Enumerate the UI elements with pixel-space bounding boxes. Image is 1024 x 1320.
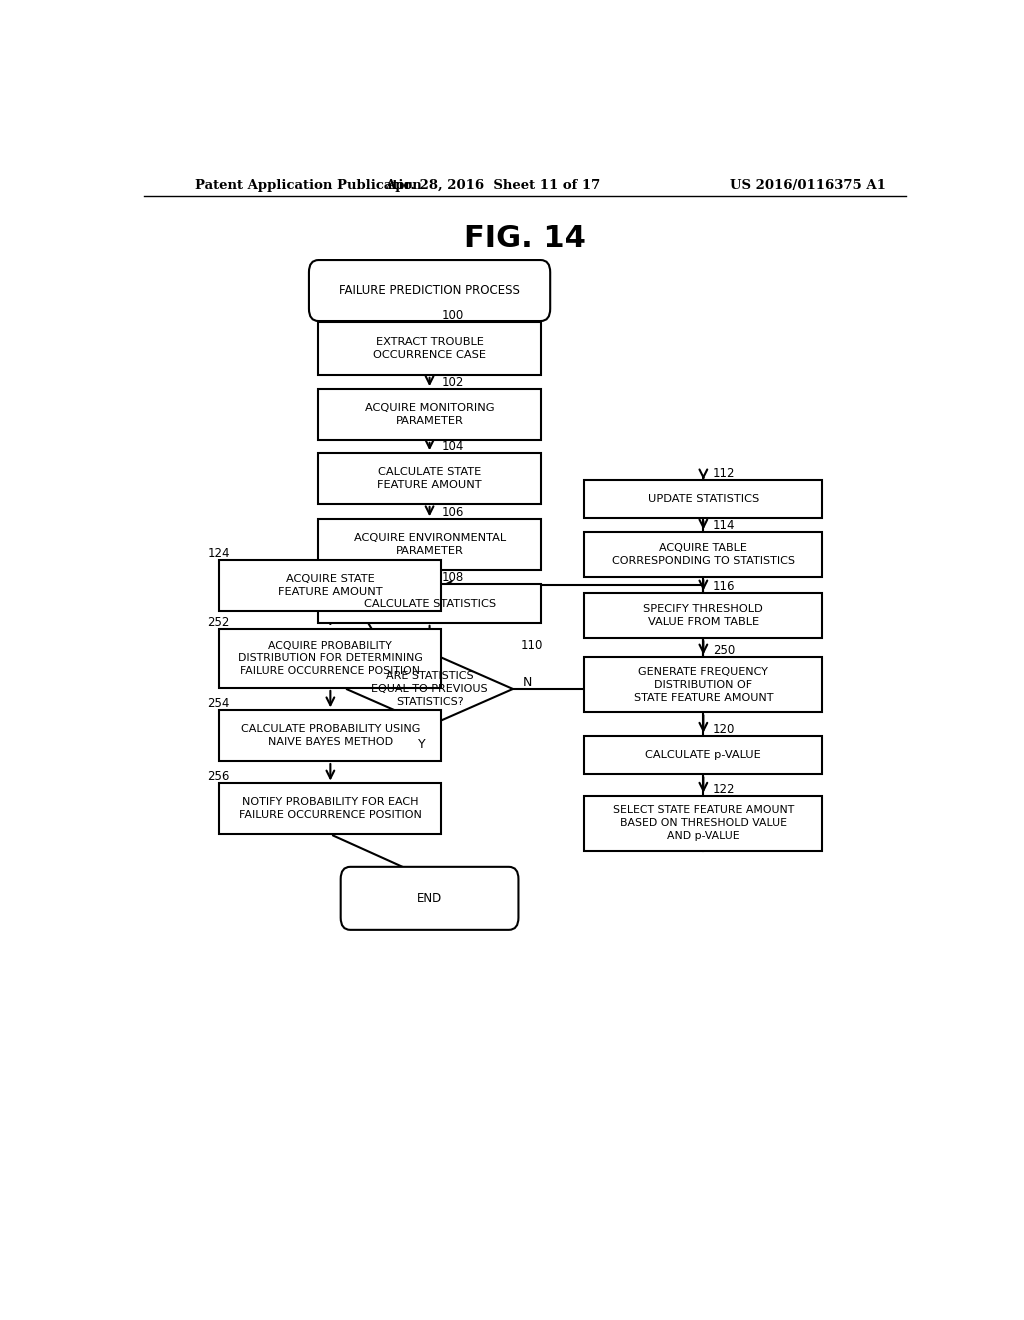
Text: 250: 250 [713, 644, 735, 657]
Text: ACQUIRE ENVIRONMENTAL
PARAMETER: ACQUIRE ENVIRONMENTAL PARAMETER [353, 533, 506, 556]
Text: ARE STATISTICS
EQUAL TO PREVIOUS
STATISTICS?: ARE STATISTICS EQUAL TO PREVIOUS STATIST… [372, 671, 487, 706]
Text: 110: 110 [521, 639, 543, 652]
Bar [318, 453, 541, 504]
Text: 122: 122 [713, 783, 735, 796]
Text: NOTIFY PROBABILITY FOR EACH
FAILURE OCCURRENCE POSITION: NOTIFY PROBABILITY FOR EACH FAILURE OCCU… [239, 797, 422, 820]
Text: EXTRACT TROUBLE
OCCURRENCE CASE: EXTRACT TROUBLE OCCURRENCE CASE [373, 337, 486, 360]
Text: 108: 108 [441, 572, 464, 585]
Bar [318, 389, 541, 440]
Text: SELECT STATE FEATURE AMOUNT
BASED ON THRESHOLD VALUE
AND p-VALUE: SELECT STATE FEATURE AMOUNT BASED ON THR… [612, 805, 794, 841]
Text: 106: 106 [441, 507, 464, 519]
Bar [585, 796, 822, 850]
FancyBboxPatch shape [309, 260, 550, 321]
FancyBboxPatch shape [341, 867, 518, 929]
Bar [585, 657, 822, 713]
Text: END: END [417, 892, 442, 904]
Text: ACQUIRE PROBABILITY
DISTRIBUTION FOR DETERMINING
FAILURE OCCURRENCE POSITION: ACQUIRE PROBABILITY DISTRIBUTION FOR DET… [238, 640, 423, 676]
Text: CALCULATE PROBABILITY USING
NAIVE BAYES METHOD: CALCULATE PROBABILITY USING NAIVE BAYES … [241, 725, 420, 747]
Bar [585, 594, 822, 638]
Polygon shape [346, 652, 513, 726]
Bar [585, 532, 822, 577]
Text: Patent Application Publication: Patent Application Publication [196, 178, 422, 191]
Text: FAILURE PREDICTION PROCESS: FAILURE PREDICTION PROCESS [339, 284, 520, 297]
Text: CALCULATE p-VALUE: CALCULATE p-VALUE [645, 750, 761, 760]
Bar [585, 735, 822, 775]
Text: 116: 116 [713, 581, 735, 594]
Text: FIG. 14: FIG. 14 [464, 224, 586, 253]
Text: ACQUIRE MONITORING
PARAMETER: ACQUIRE MONITORING PARAMETER [365, 403, 495, 426]
Text: CALCULATE STATISTICS: CALCULATE STATISTICS [364, 598, 496, 609]
Text: ACQUIRE STATE
FEATURE AMOUNT: ACQUIRE STATE FEATURE AMOUNT [279, 574, 383, 597]
Bar [219, 560, 441, 611]
Text: 104: 104 [441, 440, 464, 453]
Text: 254: 254 [207, 697, 229, 710]
Text: Apr. 28, 2016  Sheet 11 of 17: Apr. 28, 2016 Sheet 11 of 17 [385, 178, 601, 191]
Text: ACQUIRE TABLE
CORRESPONDING TO STATISTICS: ACQUIRE TABLE CORRESPONDING TO STATISTIC… [612, 544, 795, 566]
Text: N: N [522, 676, 531, 689]
Bar [318, 322, 541, 375]
Text: 256: 256 [207, 771, 229, 784]
Text: 124: 124 [207, 546, 229, 560]
Text: 100: 100 [441, 309, 464, 322]
Text: Y: Y [418, 738, 425, 751]
Bar [585, 479, 822, 519]
Text: 102: 102 [441, 376, 464, 389]
Text: 112: 112 [713, 466, 735, 479]
Text: CALCULATE STATE
FEATURE AMOUNT: CALCULATE STATE FEATURE AMOUNT [377, 467, 482, 490]
Bar [219, 784, 441, 834]
Text: US 2016/0116375 A1: US 2016/0116375 A1 [730, 178, 886, 191]
Text: GENERATE FREQUENCY
DISTRIBUTION OF
STATE FEATURE AMOUNT: GENERATE FREQUENCY DISTRIBUTION OF STATE… [634, 667, 773, 702]
Text: 120: 120 [713, 723, 735, 735]
Bar [318, 519, 541, 570]
Text: 252: 252 [207, 616, 229, 630]
Text: SPECIFY THRESHOLD
VALUE FROM TABLE: SPECIFY THRESHOLD VALUE FROM TABLE [643, 605, 763, 627]
Bar [318, 585, 541, 623]
Text: UPDATE STATISTICS: UPDATE STATISTICS [648, 494, 759, 504]
Bar [219, 630, 441, 688]
Text: 114: 114 [713, 520, 735, 532]
Bar [219, 710, 441, 762]
